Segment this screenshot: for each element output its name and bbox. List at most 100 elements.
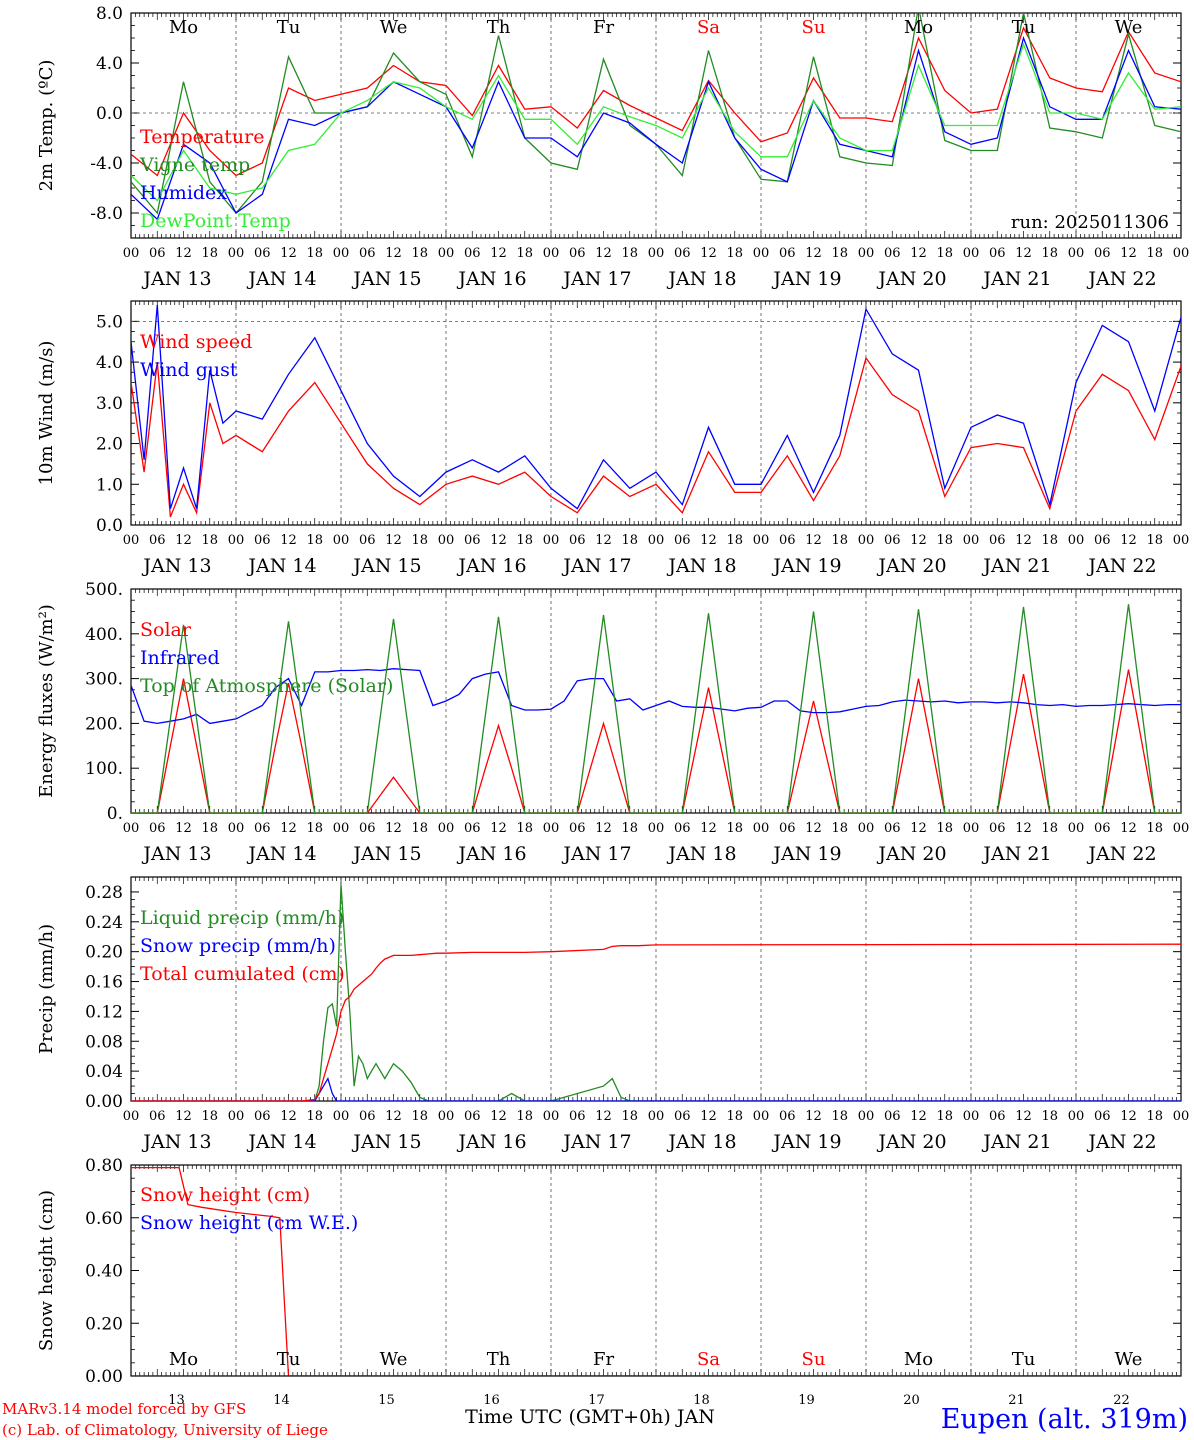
hour-label: 12 — [385, 246, 402, 261]
date-label: JAN 20 — [876, 843, 946, 865]
hour-label: 00 — [858, 533, 875, 548]
hour-label: 12 — [490, 533, 507, 548]
hour-label: 12 — [700, 821, 717, 836]
day-label: Tu — [277, 17, 301, 38]
date-label: JAN 15 — [351, 1131, 421, 1153]
date-label: JAN 20 — [876, 268, 946, 290]
hour-label: 06 — [149, 821, 166, 836]
hour-label: 12 — [595, 821, 612, 836]
hour-label: 00 — [753, 821, 770, 836]
day-number-label: 17 — [588, 1393, 605, 1408]
legend-entry: Liquid precip (mm/h) — [140, 907, 344, 929]
y-tick-label: 3.0 — [96, 394, 123, 414]
hour-label: 06 — [884, 821, 901, 836]
hour-label: 12 — [175, 821, 192, 836]
hour-label: 12 — [1120, 821, 1137, 836]
hour-label: 12 — [490, 1109, 507, 1124]
hour-label: 00 — [1068, 533, 1085, 548]
hour-label: 18 — [516, 246, 533, 261]
date-label: JAN 17 — [561, 843, 631, 865]
legend-entry: Temperature — [140, 126, 264, 148]
hour-label: 00 — [753, 1109, 770, 1124]
y-axis-label: Energy fluxes (W/m²) — [36, 604, 57, 798]
legend-entry: Wind gust — [140, 359, 238, 381]
hour-label: 12 — [1120, 533, 1137, 548]
series-line-humidex — [131, 35, 1181, 221]
hour-label: 00 — [438, 1109, 455, 1124]
day-label: Mo — [904, 1349, 933, 1370]
day-label: We — [380, 1349, 408, 1370]
day-label: Su — [802, 17, 826, 38]
y-tick-label: 200. — [85, 714, 123, 734]
series-line-total-cumulated-cm- — [131, 943, 1181, 1101]
y-tick-label: 0.80 — [85, 1156, 123, 1176]
day-label: We — [1115, 17, 1143, 38]
date-label: JAN 18 — [666, 843, 736, 865]
hour-label: 12 — [1015, 1109, 1032, 1124]
x-axis-label: Time UTC (GMT+0h) JAN — [465, 1406, 715, 1428]
hour-label: 12 — [700, 533, 717, 548]
hour-label: 12 — [805, 1109, 822, 1124]
hour-label: 18 — [1146, 821, 1163, 836]
day-label: Fr — [593, 17, 614, 38]
day-label: Tu — [1012, 1349, 1036, 1370]
lab-credit: (c) Lab. of Climatology, University of L… — [2, 1421, 328, 1439]
day-number-label: 16 — [483, 1393, 500, 1408]
hour-label: 12 — [175, 533, 192, 548]
hour-label: 12 — [910, 1109, 927, 1124]
day-label: Tu — [1012, 17, 1036, 38]
legend-entry: Wind speed — [140, 331, 252, 353]
hour-label: 18 — [411, 533, 428, 548]
hour-label: 12 — [910, 533, 927, 548]
hour-label: 18 — [516, 533, 533, 548]
hour-label: 06 — [989, 1109, 1006, 1124]
date-label: JAN 22 — [1086, 268, 1156, 290]
date-label: JAN 15 — [351, 843, 421, 865]
legend-entry: DewPoint Temp — [140, 210, 291, 232]
series-line-temperature — [131, 26, 1181, 177]
hour-label: 12 — [805, 246, 822, 261]
y-tick-label: 2.0 — [96, 435, 123, 455]
hour-label: 00 — [963, 246, 980, 261]
hour-label: 00 — [648, 821, 665, 836]
y-axis-label: 10m Wind (m/s) — [36, 341, 57, 486]
hour-label: 18 — [201, 1109, 218, 1124]
date-label: JAN 18 — [666, 268, 736, 290]
hour-label: 00 — [858, 1109, 875, 1124]
hour-label: 06 — [674, 533, 691, 548]
series-line-snow-height-cm- — [131, 1166, 1181, 1376]
hour-label: 00 — [963, 533, 980, 548]
series-line-infrared — [131, 668, 1181, 725]
hour-label: 18 — [201, 246, 218, 261]
panel-2: 0.0 1.0 2.0 3.0 4.0 5.0 10m Wind (m/s) Wind spe… — [36, 300, 1189, 577]
hour-label: 00 — [963, 1109, 980, 1124]
hour-label: 18 — [621, 821, 638, 836]
hour-label: 06 — [359, 821, 376, 836]
y-tick-label: 4.0 — [96, 54, 123, 74]
y-tick-label: 0.08 — [85, 1032, 123, 1052]
hour-label: 06 — [464, 533, 481, 548]
hour-label: 12 — [490, 246, 507, 261]
hour-label: 12 — [1120, 246, 1137, 261]
hour-label: 06 — [884, 1109, 901, 1124]
date-label: JAN 16 — [456, 843, 526, 865]
hour-label: 06 — [149, 1109, 166, 1124]
series-line-liquid-precip-mm-h- — [131, 884, 1181, 1101]
hour-label: 18 — [1041, 821, 1058, 836]
hour-label: 18 — [1146, 533, 1163, 548]
hour-label: 12 — [1015, 821, 1032, 836]
hour-label: 18 — [936, 1109, 953, 1124]
hour-label: 18 — [1041, 533, 1058, 548]
legend-entry: Top of Atmosphere (Solar) — [140, 675, 393, 697]
hour-label: 06 — [1094, 1109, 1111, 1124]
hour-label: 00 — [1068, 1109, 1085, 1124]
hour-label: 18 — [411, 246, 428, 261]
day-number-label: 21 — [1008, 1393, 1025, 1408]
panel-5: 0.00 0.20 0.40 0.60 0.80 Snow height (cm) Snow… — [36, 1156, 1182, 1408]
series-line-snow-precip-mm-h- — [131, 1076, 1181, 1101]
hour-label: 18 — [201, 533, 218, 548]
day-number-label: 14 — [273, 1393, 290, 1408]
hour-label: 06 — [779, 533, 796, 548]
series-line-wind-speed — [131, 356, 1181, 518]
panel-1: -8.0 -4.0 0.0 4.0 8.0 2m Temp. (ºC) Temperatur… — [36, 4, 1189, 290]
